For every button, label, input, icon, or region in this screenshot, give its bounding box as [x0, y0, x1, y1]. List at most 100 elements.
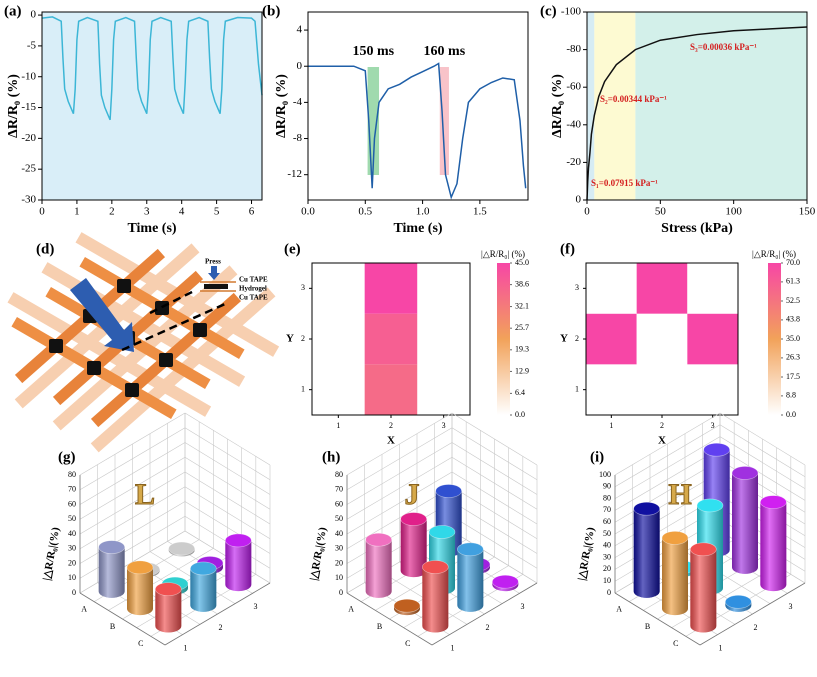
z-tick-label: 0 [339, 588, 343, 597]
x-tick-label: 3 [711, 421, 715, 430]
plot-frame [586, 11, 808, 201]
x-tick-label: 2 [660, 421, 664, 430]
press-indicator [208, 266, 220, 280]
y-tick-label: -10 [21, 70, 36, 82]
z-tick-label: 20 [68, 558, 76, 567]
cylinder [225, 533, 252, 592]
x-tick-label: 1.5 [473, 206, 487, 218]
x-axis-label: Stress (kPa) [661, 221, 733, 236]
colorbar [768, 263, 781, 415]
cylinder-top [155, 582, 182, 596]
grid-line [346, 442, 453, 505]
heatmap-cell [687, 364, 738, 415]
colorbar-tick-label: 35.0 [786, 334, 800, 343]
cylinder [731, 466, 759, 574]
cylinder [725, 594, 752, 612]
cylinder [126, 560, 154, 616]
y-tick-label: 1 [301, 384, 305, 393]
heatmap-cell [417, 313, 470, 365]
cylinder-top [400, 512, 427, 526]
leader [149, 288, 197, 315]
grid-line [719, 459, 806, 513]
panel-label: (a) [4, 3, 22, 19]
grid-line [184, 412, 271, 466]
cylinder [422, 560, 449, 633]
axis-edge [614, 592, 701, 646]
x-tick-label: 0 [584, 206, 590, 218]
z-axis-label: |△R/R₀|(%) [576, 526, 597, 581]
y-axis-label: ΔR/R₀ (%) [550, 74, 565, 138]
shaded-region [594, 12, 636, 200]
cylinder [365, 532, 392, 598]
y-tick-label: -30 [21, 194, 36, 206]
cylinder-shade [732, 472, 758, 574]
cylinder-top [725, 594, 752, 609]
grid-line [719, 424, 806, 478]
y-tick-label: 0 [31, 9, 37, 21]
col-label: 1 [184, 643, 188, 652]
colorbar-label: |△R/R₀| (%) [752, 249, 796, 259]
layer-label: Cu TAPE [239, 276, 268, 284]
grid-line [79, 515, 186, 579]
cylinder-top [633, 501, 660, 516]
col-label: 2 [219, 623, 223, 632]
panel-label: (b) [262, 3, 280, 19]
z-axis-label: |△R/R₀|(%) [308, 526, 329, 581]
z-tick-label: 80 [335, 470, 343, 479]
cylinder-top [703, 442, 730, 457]
x-tick-label: 3 [442, 421, 446, 430]
annotation: S₃=0.00036 kPa⁻¹ [690, 42, 757, 52]
z-tick-label: 10 [68, 573, 76, 582]
shaded-region [635, 12, 807, 200]
plot-frame [307, 11, 529, 201]
col-label: 2 [486, 623, 490, 632]
colorbar-tick-label: 17.5 [786, 372, 800, 381]
cylinder [690, 542, 717, 633]
cylinder-top [98, 540, 125, 554]
grid-line [614, 424, 721, 488]
cylinder-shade [127, 567, 153, 616]
z-tick-label: 40 [335, 529, 343, 538]
x-tick-label: 50 [655, 206, 667, 218]
y-tick-label: 4 [297, 24, 303, 36]
span-label: 160 ms [424, 44, 466, 59]
row-label: B [645, 622, 650, 631]
grid-line [79, 456, 186, 520]
panel-label: (d) [36, 241, 54, 257]
panel-label: (g) [58, 449, 76, 465]
cylinder-top [760, 495, 787, 509]
cylinder-shade [457, 549, 484, 612]
z-tick-label: 10 [603, 576, 611, 585]
x-tick-label: 1 [336, 421, 340, 430]
span-label: 150 ms [353, 44, 395, 59]
data-line [41, 16, 263, 121]
x-axis-label: X [387, 435, 395, 447]
annotation: S₁=0.07915 kPa⁻¹ [591, 178, 658, 188]
colorbar-tick-label: 43.8 [786, 315, 800, 324]
y-axis-label: ΔR/R₀ (%) [6, 74, 21, 138]
grid-line [79, 501, 186, 564]
z-tick-label: 100 [599, 470, 611, 479]
cylinder-top [690, 542, 717, 557]
grid-line [346, 412, 453, 476]
grid-line [184, 456, 271, 510]
panel-label: (f) [560, 241, 575, 257]
grid-line [184, 486, 271, 540]
grid-line [719, 436, 806, 489]
colorbar-tick-label: 32.1 [515, 301, 529, 310]
cylinder-top [190, 561, 217, 576]
cylinder-top [428, 525, 456, 539]
grid-line [79, 427, 186, 491]
cylinder-top [365, 532, 392, 547]
row-label: A [81, 604, 87, 613]
grid-line [346, 471, 453, 535]
col-label: 1 [719, 643, 723, 652]
cylinder-shade [155, 589, 182, 633]
cylinder-top [435, 484, 462, 498]
plot-frame [41, 11, 263, 201]
heatmap-cell [312, 364, 365, 415]
y-tick-label: 3 [301, 283, 305, 292]
cylinder-top [696, 498, 724, 513]
cylinder [393, 598, 421, 616]
layer-hydrogel [204, 284, 228, 289]
